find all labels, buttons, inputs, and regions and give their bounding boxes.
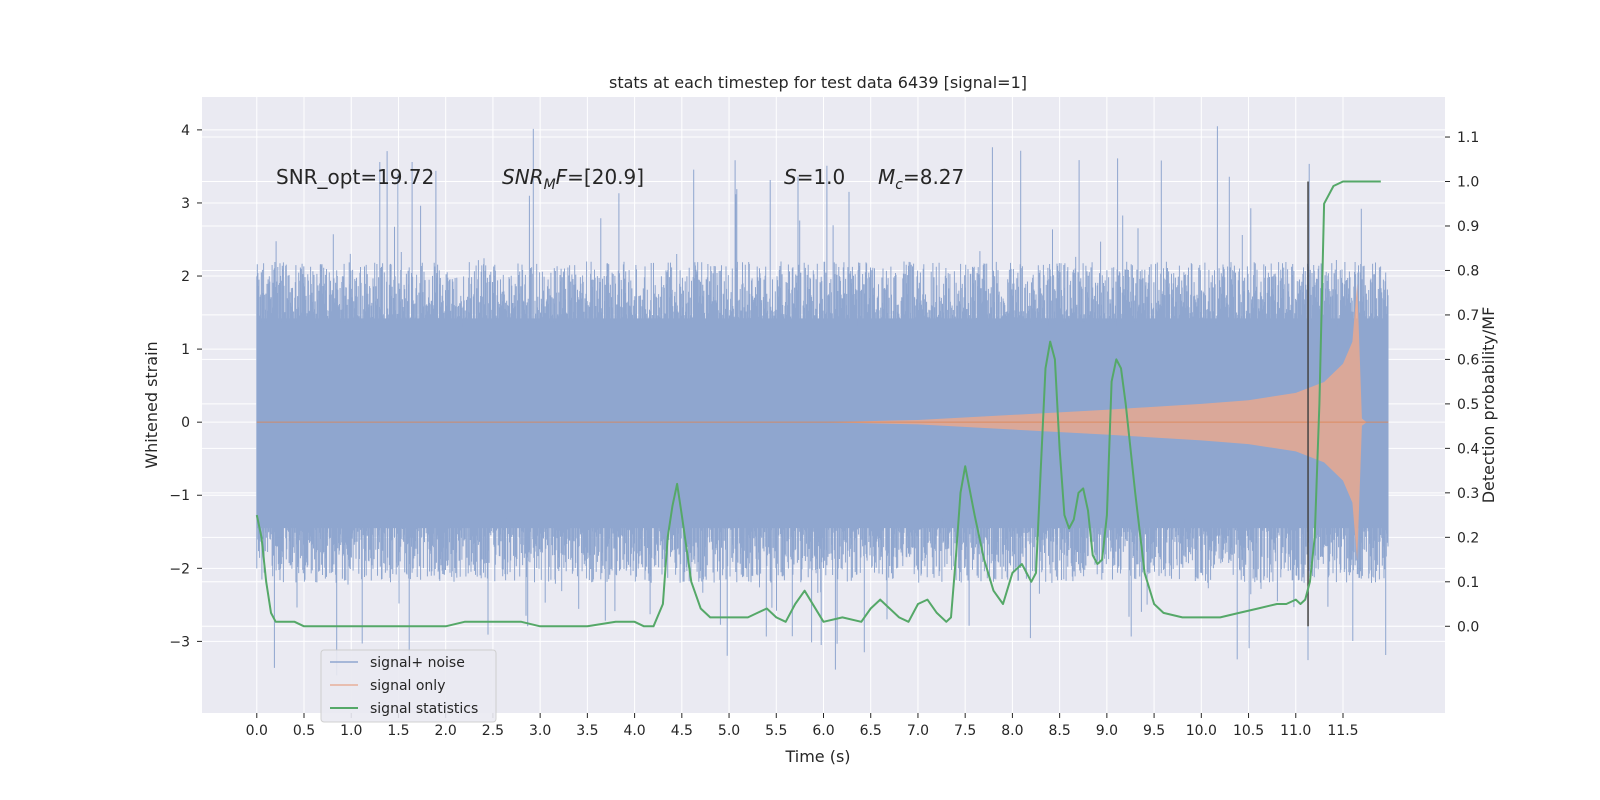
x-tick-label: 10.5 (1233, 723, 1264, 739)
left-tick-label: −2 (169, 561, 190, 577)
legend-label-signal: signal only (370, 678, 445, 694)
legend-label-stats: signal statistics (370, 701, 478, 717)
right-tick-label: 0.8 (1457, 263, 1479, 279)
x-tick-label: 3.0 (529, 723, 551, 739)
series-signal-only (256, 283, 1389, 561)
right-tick-label: 0.3 (1457, 486, 1479, 502)
x-tick-label: 2.5 (482, 723, 504, 739)
left-tick-label: 4 (181, 123, 190, 139)
right-tick-label: 1.1 (1457, 130, 1479, 146)
snr-mf-value: =[20.9] (567, 165, 644, 189)
mc-var: M (878, 165, 895, 189)
snr-mf-var: SNR (502, 165, 544, 189)
left-tick-label: 2 (181, 269, 190, 285)
x-tick-label: 6.5 (860, 723, 882, 739)
x-tick-label: 6.0 (812, 723, 834, 739)
right-tick-label: 0.0 (1457, 619, 1479, 635)
chart-title: stats at each timestep for test data 643… (609, 73, 1027, 92)
x-tick-label: 5.0 (718, 723, 740, 739)
x-tick-label: 11.0 (1280, 723, 1311, 739)
s-var: S (784, 165, 797, 189)
snr-mf-annotation: SNRMF=[20.9] (502, 165, 644, 193)
mc-annotation: Mc=8.27 (878, 165, 964, 193)
x-tick-label: 0.5 (293, 723, 315, 739)
x-tick-label: 1.5 (387, 723, 409, 739)
right-axis-ticks: 0.0 0.1 0.2 0.3 0.4 0.5 0.6 0.7 0.8 0.9 1.0 1.1 (1445, 130, 1479, 635)
legend-box (320, 649, 497, 723)
x-tick-label: 8.0 (1001, 723, 1023, 739)
left-tick-label: 0 (181, 415, 190, 431)
x-tick-label: 5.5 (765, 723, 787, 739)
x-tick-label: 8.5 (1048, 723, 1070, 739)
x-tick-label: 2.0 (435, 723, 457, 739)
right-tick-label: 0.2 (1457, 530, 1479, 546)
s-annotation: S=1.0 (784, 165, 845, 189)
left-axis-label: Whitened strain (142, 341, 161, 468)
snr-mf-var2: F (556, 165, 568, 189)
right-tick-label: 0.5 (1457, 397, 1479, 413)
left-axis-ticks: −3 −2 −1 0 1 2 3 4 (169, 123, 202, 650)
x-tick-label: 3.5 (576, 723, 598, 739)
left-tick-label: −1 (169, 488, 190, 504)
right-tick-label: 0.6 (1457, 352, 1479, 368)
x-tick-label: 4.0 (623, 723, 645, 739)
x-tick-label: 10.0 (1186, 723, 1217, 739)
right-tick-label: 0.4 (1457, 441, 1479, 457)
mc-value: =8.27 (903, 165, 964, 189)
snr-mf-sub: M (544, 177, 556, 193)
legend-label-noise: signal+ noise (370, 655, 465, 671)
left-tick-label: 3 (181, 196, 190, 212)
right-tick-label: 0.1 (1457, 575, 1479, 591)
left-tick-label: −3 (169, 634, 190, 650)
right-axis-label: Detection probability/MF (1479, 307, 1498, 504)
series-signal-statistics (255, 180, 1381, 628)
x-tick-label: 11.5 (1327, 723, 1358, 739)
x-axis-label: Time (s) (784, 747, 850, 766)
snr-opt-annotation: SNR_opt=19.72 (276, 165, 434, 189)
x-tick-label: 0.0 (246, 723, 268, 739)
x-tick-label: 4.5 (671, 723, 693, 739)
x-tick-label: 9.5 (1143, 723, 1165, 739)
right-tick-label: 0.7 (1457, 308, 1479, 324)
legend: signal+ noise signal only signal statist… (320, 649, 497, 723)
x-tick-label: 1.0 (340, 723, 362, 739)
right-tick-label: 1.0 (1457, 175, 1479, 191)
left-tick-label: 1 (181, 342, 190, 358)
s-value: =1.0 (797, 165, 846, 189)
x-tick-label: 7.0 (907, 723, 929, 739)
right-tick-label: 0.9 (1457, 219, 1479, 235)
x-tick-label: 7.5 (954, 723, 976, 739)
statistics-line (255, 180, 1381, 628)
x-axis-ticks: 0.0 0.5 1.0 1.5 2.0 2.5 3.0 3.5 4.0 4.5 5.0 5.5 6.0 6… (246, 713, 1359, 739)
x-tick-label: 9.0 (1096, 723, 1118, 739)
mc-sub: c (895, 177, 903, 193)
